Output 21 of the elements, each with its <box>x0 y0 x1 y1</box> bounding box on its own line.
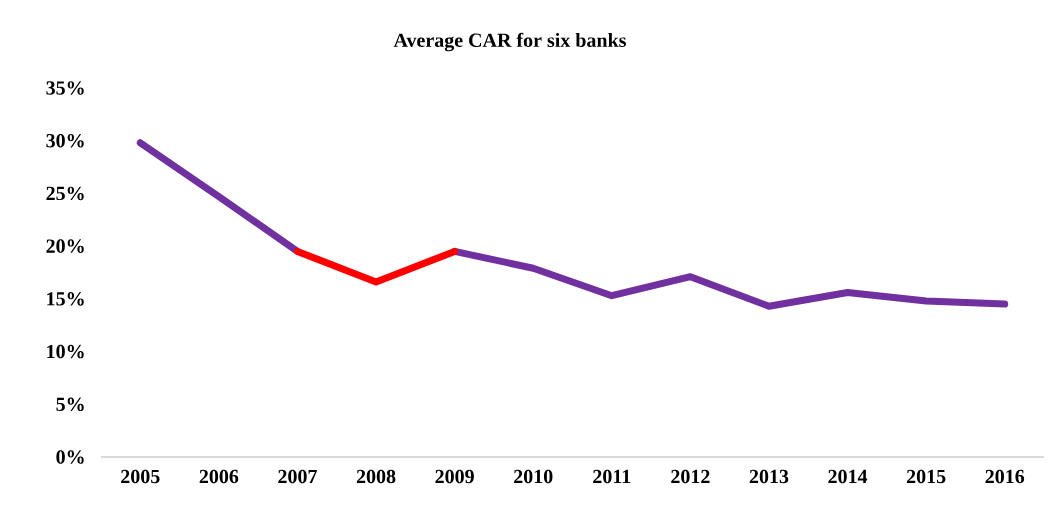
x-tick-label: 2016 <box>985 469 1025 484</box>
x-tick-label: 2009 <box>435 469 474 484</box>
x-tick-label: 2008 <box>356 469 396 484</box>
y-tick-label: 10% <box>47 344 84 359</box>
x-tick-label: 2015 <box>906 469 946 484</box>
x-tick-label: 2007 <box>278 469 317 484</box>
y-tick-label: 0% <box>56 450 84 464</box>
x-tick-label: 2013 <box>749 469 789 484</box>
x-tick-label: 2010 <box>514 469 553 484</box>
x-tick-label: 2005 <box>121 469 160 484</box>
y-tick-label: 20% <box>46 239 84 253</box>
x-tick-label: 2011 <box>593 469 631 484</box>
chart-title: Average CAR for six banks <box>393 32 626 52</box>
y-tick-label: 35% <box>46 81 84 95</box>
y-tick-label: 25% <box>46 186 84 201</box>
x-tick-label: 2014 <box>828 469 868 484</box>
y-tick-label: 5% <box>56 397 84 412</box>
y-tick-label: 30% <box>46 133 84 148</box>
y-tick-label: 15% <box>47 292 84 306</box>
x-tick-label: 2006 <box>199 469 239 484</box>
x-tick-label: 2012 <box>671 469 710 484</box>
